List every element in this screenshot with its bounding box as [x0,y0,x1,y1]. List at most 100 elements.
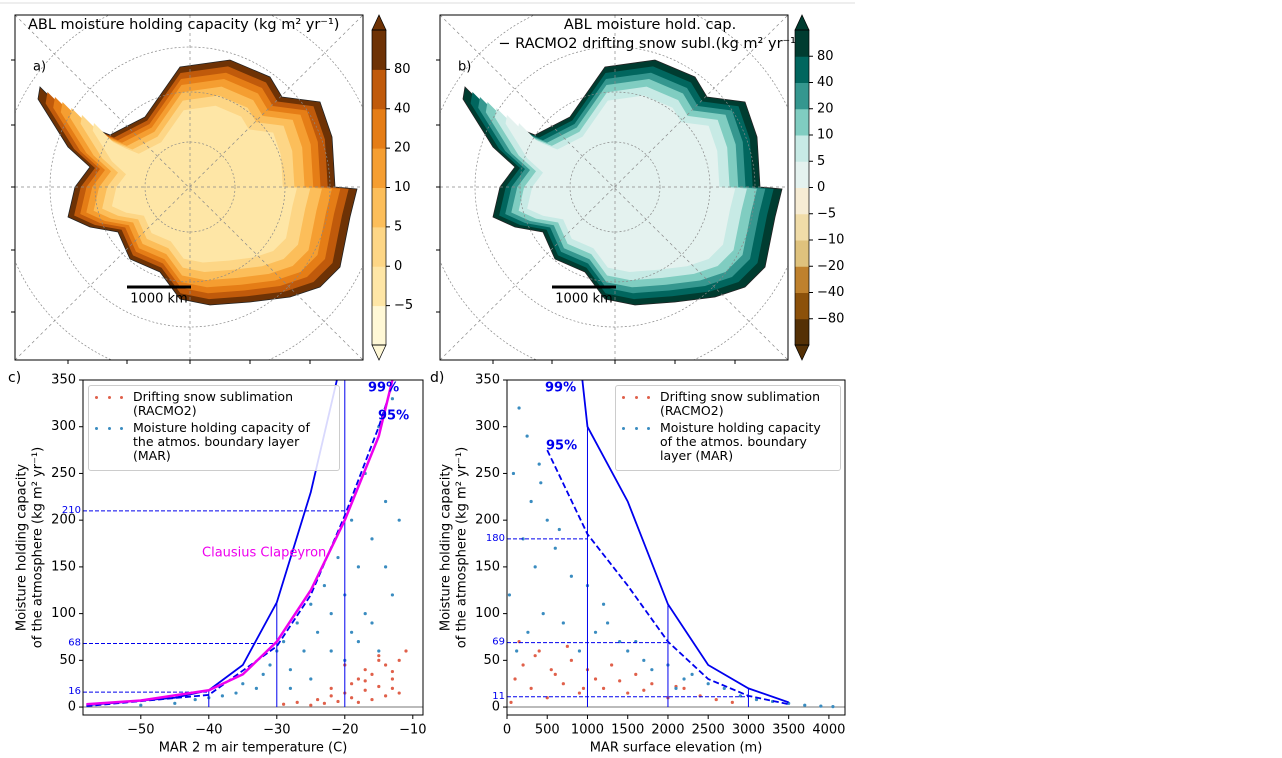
legend-entry: Moisture holding capacity of the atmos. … [622,421,834,463]
reference-label: 68 [68,638,81,649]
scatter-point [350,518,354,522]
x-tick-label: 500 [535,723,560,738]
scale-bar-label: 1000 km [555,292,612,307]
colorbar-tick-label: −5 [817,206,836,221]
scatter-point [706,682,710,686]
legend-label: Moisture holding capacity of the atmos. … [133,420,310,463]
colorbar-band [795,108,809,136]
scatter-point [682,677,686,681]
colorbar-tick-label: 80 [817,49,834,64]
graticule [144,141,236,233]
y-axis-label: Moisture holding capacity [15,464,30,632]
scatter-point [545,518,549,522]
x-tick-label: −50 [127,723,154,738]
envelope-line [86,380,394,706]
x-tick-label: −20 [331,723,358,738]
scatter-point [363,612,367,616]
colorbar-band [795,318,809,346]
scatter-point [316,697,320,702]
scatter-point [370,697,374,702]
scatter-point [356,677,360,681]
scatter-point [577,649,582,653]
scatter-point [593,630,598,634]
x-tick-label: 2500 [692,723,725,738]
x-tick-label: 1500 [611,723,644,738]
scatter-point [803,703,807,707]
colorbar-tick-label: 5 [817,154,825,169]
envelope-line [581,380,789,704]
line-label: 99% [368,381,399,396]
colorbar-band [372,305,386,346]
scatter-point [139,703,143,707]
scatter-point [509,700,513,704]
scatter-point [610,663,614,667]
legend: Drifting snow sublimation (RACMO2) Moistu… [615,385,841,471]
colorbar-tick-label: 20 [394,141,411,156]
colorbar-band [372,187,386,228]
scatter-point [350,696,354,700]
legend: Drifting snow sublimation (RACMO2) Moistu… [88,385,340,471]
scatter-point [329,649,333,653]
y-tick-label: 250 [475,466,500,481]
colorbar-tick-label: −20 [817,259,844,274]
colorbar-tick-label: 80 [394,62,411,77]
map-title: ABL moisture holding capacity (kg m² yr⁻… [28,17,339,33]
scatter-point [363,688,367,692]
reference-label: 16 [68,686,81,697]
scatter-point [322,583,326,588]
scatter-point [529,686,533,690]
line-label: 95% [378,409,409,424]
scatter-point [541,612,545,616]
scatter-point [336,555,340,560]
scatter-point [557,527,561,532]
colorbar-band [795,266,809,293]
line-label: 99% [545,381,576,396]
scatter-point [682,686,686,690]
x-tick-label: −40 [195,723,222,738]
scatter-point [309,602,313,606]
legend-marker [95,427,123,430]
scale-bar-label: 1000 km [130,292,187,307]
scatter-point [377,658,381,662]
scatter-point [193,697,197,702]
colorbar-band [372,266,386,307]
colorbar-tick-label: −10 [817,233,844,248]
legend-entry: Moisture holding capacity of the atmos. … [95,421,333,463]
y-tick-label: 0 [68,700,76,715]
y-tick-label: 50 [483,653,500,668]
scatter-point [593,677,598,681]
map-region [92,105,297,263]
y-tick-label: 100 [475,606,500,621]
scatter-point [521,537,525,541]
legend-marker [622,427,650,430]
scatter-point [370,537,374,541]
y-tick-label: 100 [51,606,76,621]
plot-area [507,380,845,709]
scatter-point [634,672,638,676]
scatter-point [241,682,245,686]
graticule [569,141,661,233]
scatter-point [234,691,238,695]
colorbar-tick-label: −5 [394,298,413,313]
scatter-point [363,668,367,672]
scatter-point [553,546,557,550]
meridian [440,15,788,360]
colorbar-band [795,135,809,162]
colorbar-tick-label: 20 [817,101,834,116]
y-tick-label: 350 [51,373,76,388]
scatter-point [254,686,258,690]
panel-label: a) [33,60,46,75]
scatter-point [288,686,292,690]
scatter-point [295,700,299,704]
y-tick-label: 200 [51,513,76,528]
scatter-point [533,654,537,658]
colorbar-tick-label: −40 [817,285,844,300]
y-tick-label: 50 [59,653,76,668]
scatter-point [529,499,533,504]
scatter-point [397,518,401,522]
x-tick-label: −10 [399,723,426,738]
scatter-point [288,668,292,672]
scatter-point [526,630,530,634]
colorbar-tick-label: 0 [394,259,402,274]
scatter-point [650,682,654,686]
